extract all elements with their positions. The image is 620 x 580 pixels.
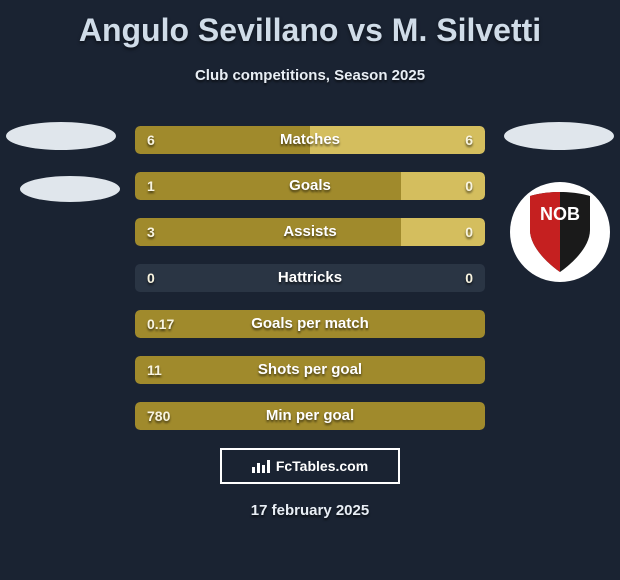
- stat-row: Shots per goal11: [135, 356, 485, 384]
- stat-value-left: 780: [147, 402, 170, 430]
- stat-value-left: 3: [147, 218, 155, 246]
- chart-icon: [252, 459, 270, 473]
- title-player2: M. Silvetti: [392, 12, 541, 48]
- stat-row: Matches6 6: [135, 126, 485, 154]
- stat-value-left: 1: [147, 172, 155, 200]
- player2-club-badge: NOB: [510, 182, 610, 282]
- stat-value-right: 0: [465, 264, 473, 292]
- player1-club-placeholder: [20, 176, 120, 202]
- stat-label: Goals per match: [135, 310, 485, 338]
- stat-value-right: 0: [465, 218, 473, 246]
- badge-text: NOB: [540, 204, 580, 224]
- stat-row: Assists3 0: [135, 218, 485, 246]
- player2-photo-placeholder: [504, 122, 614, 150]
- branding-label: FcTables.com: [276, 458, 368, 474]
- title-player1: Angulo Sevillano: [79, 12, 339, 48]
- page-title: Angulo Sevillano vs M. Silvetti: [0, 0, 620, 49]
- stat-value-left: 0.17: [147, 310, 174, 338]
- date: 17 february 2025: [0, 502, 620, 519]
- stat-label: Shots per goal: [135, 356, 485, 384]
- stat-label: Min per goal: [135, 402, 485, 430]
- stat-value-right: 6: [465, 126, 473, 154]
- stat-label: Matches: [135, 126, 485, 154]
- stat-label: Goals: [135, 172, 485, 200]
- stat-label: Assists: [135, 218, 485, 246]
- stats-bars: Matches66Goals10Assists30Hattricks00Goal…: [135, 126, 485, 430]
- stat-value-left: 0: [147, 264, 155, 292]
- stat-row: Goals1 0: [135, 172, 485, 200]
- stat-row: Min per goal780: [135, 402, 485, 430]
- stat-value-left: 6: [147, 126, 155, 154]
- stat-value-left: 11: [147, 356, 162, 384]
- stat-label: Hattricks: [135, 264, 485, 292]
- stat-value-right: 0: [465, 172, 473, 200]
- stat-row: Goals per match0.17: [135, 310, 485, 338]
- player1-photo-placeholder: [6, 122, 116, 150]
- shield-icon: NOB: [522, 190, 598, 274]
- title-vs: vs: [347, 12, 383, 48]
- subtitle: Club competitions, Season 2025: [0, 67, 620, 84]
- branding-box[interactable]: FcTables.com: [220, 448, 400, 484]
- stat-row: Hattricks0 0: [135, 264, 485, 292]
